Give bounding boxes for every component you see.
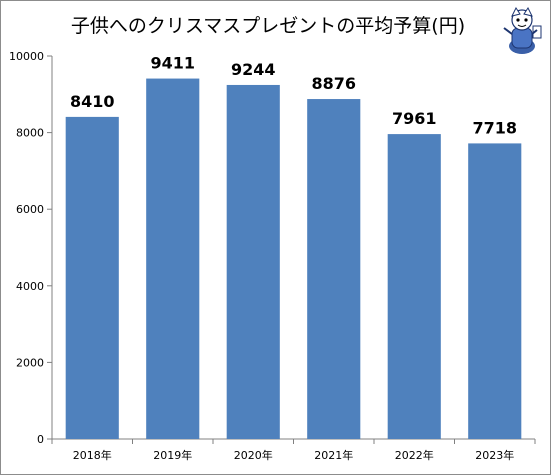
bar xyxy=(307,99,361,440)
y-tick-label: 4000 xyxy=(16,280,44,293)
x-tick-label: 2019年 xyxy=(153,448,192,462)
bar xyxy=(146,78,200,439)
y-tick-label: 10000 xyxy=(9,50,44,63)
x-tick-label: 2022年 xyxy=(395,448,434,462)
y-tick-label: 6000 xyxy=(16,203,44,216)
data-label: 9244 xyxy=(231,60,276,79)
data-label: 7718 xyxy=(472,118,517,137)
data-label: 7961 xyxy=(392,109,437,128)
chart-title: 子供へのクリスマスプレゼントの平均予算(円) xyxy=(71,15,465,37)
x-tick-label: 2021年 xyxy=(314,448,353,462)
bar xyxy=(468,143,522,439)
plot-area: 0 2000 4000 6000 8000 10000 2018年 8410 2019年 9411… xyxy=(9,50,536,462)
y-tick-label: 0 xyxy=(37,433,44,446)
bar xyxy=(387,134,441,440)
bar xyxy=(65,116,119,439)
x-tick-label: 2023年 xyxy=(475,448,514,462)
y-tick-label: 8000 xyxy=(16,127,44,140)
data-label: 8876 xyxy=(311,74,356,93)
x-tick-label: 2018年 xyxy=(73,448,112,462)
x-tick-label: 2020年 xyxy=(234,448,273,462)
y-tick-label: 2000 xyxy=(16,356,44,369)
data-label: 8410 xyxy=(70,92,115,111)
mascot-character-icon xyxy=(503,7,542,54)
data-label: 9411 xyxy=(150,54,195,73)
bar xyxy=(226,84,280,439)
